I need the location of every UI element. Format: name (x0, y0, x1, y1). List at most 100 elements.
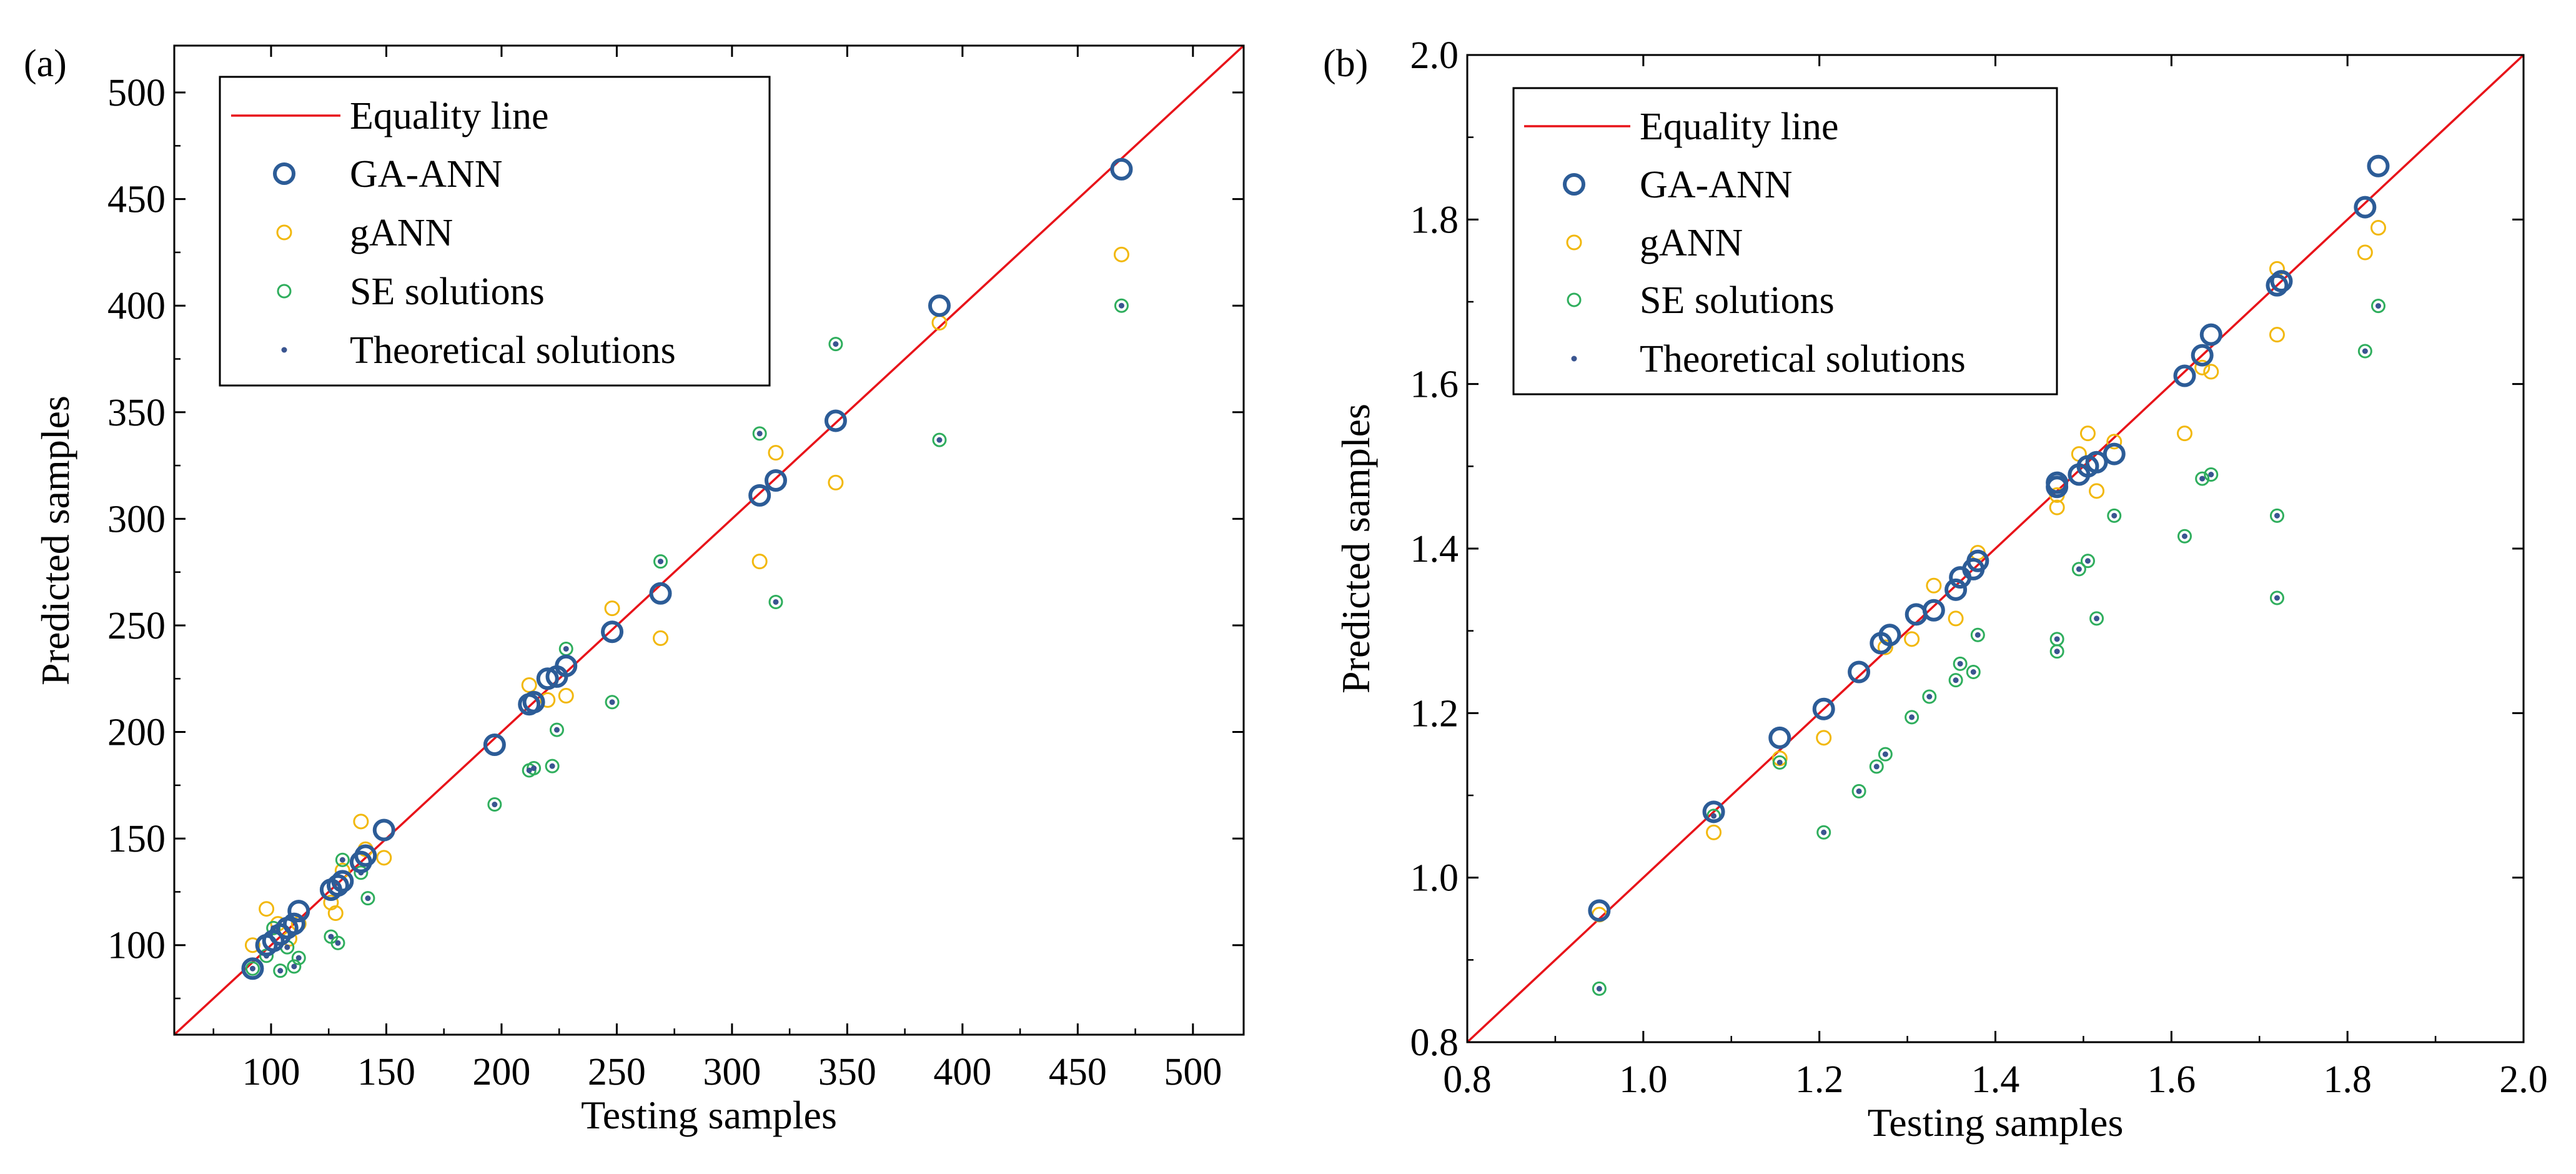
ga-ann-point (555, 654, 578, 677)
se-point (2107, 508, 2122, 523)
gann-point (2089, 483, 2105, 499)
theoretical-point (1953, 677, 1959, 684)
ga-ann-point (483, 734, 506, 757)
theoretical-point (277, 968, 284, 974)
se-point (487, 797, 502, 812)
ga-ann-point (2367, 154, 2390, 177)
ga-ann-point (1922, 599, 1945, 622)
ga-ann-point (2085, 450, 2108, 474)
theoretical-point (833, 341, 839, 347)
legend-theoretical-swatch (1571, 356, 1577, 362)
theoretical-point (2274, 512, 2280, 519)
legend-label: gANN (1640, 222, 1743, 264)
gann-point (2049, 499, 2065, 515)
theoretical-point (2362, 348, 2368, 354)
se-point (1114, 298, 1129, 313)
x-tick-label: 250 (588, 1051, 646, 1093)
gann-point (2194, 359, 2211, 376)
gann-point (327, 905, 344, 922)
se-point (335, 852, 350, 867)
equality-line (174, 46, 1244, 1035)
theoretical-point (2199, 475, 2206, 482)
se-point (2370, 299, 2385, 314)
theoretical-point (609, 699, 615, 705)
y-tick-label: 450 (107, 179, 166, 221)
ga-ann-point (2103, 442, 2126, 465)
ga-ann-point (326, 874, 349, 897)
theoretical-point (658, 559, 664, 565)
theoretical-point (492, 802, 498, 808)
ga-ann-point (287, 900, 310, 923)
chart-panel-a: 100 150 200 250 300 350 400 450 500 100 150 200 250 3… (24, 42, 1245, 1137)
se-point (2071, 562, 2086, 577)
se-point (1851, 783, 1866, 798)
se-point (1953, 656, 1968, 671)
gann-point (353, 813, 369, 830)
se-point (287, 959, 302, 974)
gann-point (1816, 730, 1832, 746)
legend-label: Equality line (350, 95, 549, 137)
gann-point (768, 445, 784, 461)
y-tick-label: 250 (107, 605, 166, 647)
theoretical-point (2076, 566, 2082, 572)
y-tick-label: 1.6 (1410, 364, 1459, 406)
ga-ann-point (2266, 274, 2289, 297)
ga-ann-point (2173, 364, 2196, 387)
se-point (653, 554, 668, 569)
gann-point (1926, 577, 1942, 594)
ga-ann-point (1588, 899, 1611, 922)
theoretical-point (1909, 714, 1915, 720)
se-point (1816, 825, 1831, 840)
se-point (2177, 529, 2192, 544)
se-point (1970, 627, 1985, 642)
y-tick-label: 400 (107, 285, 166, 327)
gann-point (2079, 425, 2096, 442)
theoretical-point (563, 645, 569, 652)
theoretical-point (553, 727, 560, 733)
gann-point (1904, 631, 1920, 647)
theoretical-point (2375, 303, 2381, 309)
x-tick-label: 1.0 (1619, 1058, 1668, 1101)
se-point (360, 891, 375, 906)
theoretical-point (531, 765, 537, 772)
gann-point (2370, 220, 2386, 236)
y-tick-label: 1.8 (1410, 199, 1459, 241)
gann-point (1706, 824, 1722, 840)
chart-panel-b: 0.8 1.0 1.2 1.4 1.6 1.8 2.0 0.8 1.0 1.2 1.4 1.6 1.8 2… (1323, 34, 2548, 1145)
x-tick-label: 1.4 (1971, 1058, 2020, 1101)
se-point (1922, 689, 1937, 704)
x-tick-label: 500 (1164, 1051, 1222, 1093)
se-point (752, 426, 767, 441)
ga-ann-point (928, 294, 951, 317)
se-point (2089, 611, 2104, 626)
se-point (330, 935, 345, 950)
theoretical-point (2084, 558, 2091, 564)
y-tick-label: 300 (107, 498, 166, 540)
theoretical-point (1711, 813, 1717, 819)
ga-ann-point (1878, 624, 1901, 647)
gann-point (1948, 610, 1964, 627)
ga-ann-point (601, 620, 624, 644)
theoretical-point (2274, 595, 2280, 601)
se-point (828, 337, 843, 352)
theoretical-point (2054, 636, 2060, 642)
x-tick-label: 1.8 (2323, 1058, 2372, 1101)
se-point (2080, 554, 2095, 569)
se-point (932, 432, 947, 447)
legend-label: SE solutions (350, 271, 545, 313)
ga-ann-point (765, 469, 787, 492)
se-point (1948, 673, 1963, 688)
plot-frame (173, 44, 1245, 1036)
legend-box (219, 76, 771, 387)
theoretical-point (284, 944, 290, 950)
gann-point (376, 850, 392, 866)
y-tick-label: 350 (107, 392, 166, 434)
theoretical-point (549, 763, 555, 769)
theoretical-point (1118, 302, 1124, 309)
legend-label: Theoretical solutions (1640, 338, 1966, 381)
gann-point (751, 554, 768, 570)
se-point (2204, 467, 2219, 482)
se-point (2049, 632, 2064, 647)
theoretical-point (1926, 694, 1933, 700)
x-tick-label: 100 (242, 1051, 300, 1093)
